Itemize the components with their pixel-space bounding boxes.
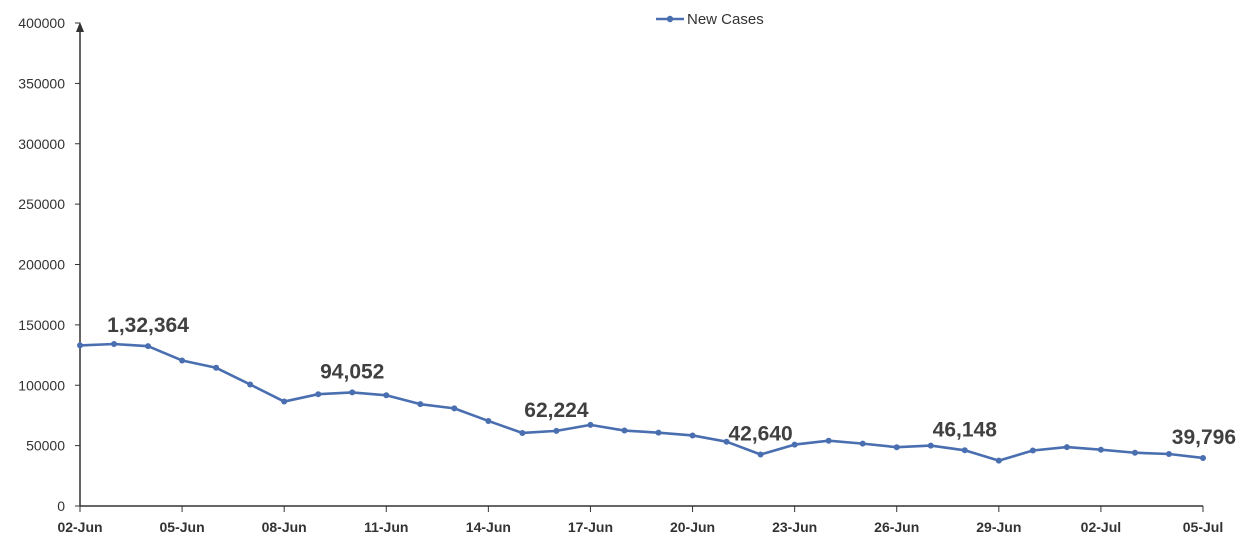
x-tick-label: 29-Jun <box>976 519 1021 535</box>
y-axis-arrow <box>76 22 84 32</box>
x-tick-label: 05-Jun <box>160 519 205 535</box>
data-point <box>145 343 152 350</box>
x-tick-label: 26-Jun <box>874 519 919 535</box>
x-tick-label: 02-Jun <box>57 519 102 535</box>
data-point <box>213 364 220 371</box>
y-tick-label: 400000 <box>18 15 65 31</box>
y-tick-label: 0 <box>57 498 65 514</box>
y-tick-label: 150000 <box>18 317 65 333</box>
x-tick-label: 17-Jun <box>568 519 613 535</box>
data-point <box>1097 446 1104 453</box>
series-line-new-cases <box>79 342 1204 462</box>
y-tick-label: 300000 <box>18 136 65 152</box>
x-tick-label: 23-Jun <box>772 519 817 535</box>
data-point <box>451 405 458 412</box>
data-point <box>859 440 866 447</box>
x-tick-label: 14-Jun <box>466 519 511 535</box>
data-point <box>179 357 186 364</box>
data-point <box>689 432 696 439</box>
x-tick-label: 05-Jul <box>1183 519 1223 535</box>
x-tick-label: 11-Jun <box>364 519 408 535</box>
data-point <box>417 401 424 408</box>
data-point <box>247 381 254 388</box>
data-point <box>1200 454 1206 461</box>
data-point <box>1029 447 1036 454</box>
y-axis-ticks: 0 50000 100000 150000 200000 250000 300000 3500… <box>18 15 80 514</box>
data-point <box>757 451 764 458</box>
data-point <box>1165 450 1172 457</box>
x-tick-label: 20-Jun <box>670 519 715 535</box>
data-label: 46,148 <box>933 418 998 441</box>
data-label: 39,796 <box>1172 426 1236 449</box>
x-axis-ticks: 02-Jun 05-Jun 08-Jun 11-Jun 14-Jun 17-Jun 20-J… <box>57 506 1223 535</box>
data-point <box>519 429 526 436</box>
data-point <box>485 417 492 424</box>
data-point <box>111 341 118 348</box>
axes <box>76 22 1203 507</box>
data-point <box>281 398 288 405</box>
data-point <box>927 442 934 449</box>
legend-label-new-cases: New Cases <box>687 11 764 28</box>
y-tick-label: 100000 <box>18 377 65 393</box>
data-point <box>791 441 798 448</box>
data-label: 94,052 <box>320 360 384 383</box>
legend: New Cases <box>656 11 764 28</box>
data-point <box>723 438 730 445</box>
data-point <box>961 447 968 454</box>
data-point <box>825 437 832 444</box>
data-point <box>553 427 560 434</box>
x-tick-label: 02-Jul <box>1081 519 1121 535</box>
data-point <box>383 392 390 399</box>
data-label: 1,32,364 <box>107 314 189 337</box>
data-point <box>77 342 83 349</box>
data-point <box>1131 449 1138 456</box>
data-point <box>893 444 900 451</box>
y-tick-label: 350000 <box>18 75 65 91</box>
y-tick-label: 50000 <box>26 438 65 454</box>
data-point <box>587 421 594 428</box>
series-layer <box>77 341 1206 464</box>
x-tick-label: 08-Jun <box>262 519 307 535</box>
y-tick-label: 250000 <box>18 196 65 212</box>
data-label: 42,640 <box>728 423 792 446</box>
data-label: 62,224 <box>524 399 589 422</box>
data-point <box>621 427 628 434</box>
data-point <box>349 389 356 396</box>
data-point <box>995 457 1002 464</box>
y-tick-label: 200000 <box>18 257 65 273</box>
data-point <box>315 391 322 398</box>
legend-marker <box>666 15 674 23</box>
data-labels: 1,32,364 94,052 62,224 42,640 46,148 39,796 <box>107 314 1236 449</box>
data-point <box>1063 444 1070 451</box>
data-point <box>655 429 662 436</box>
